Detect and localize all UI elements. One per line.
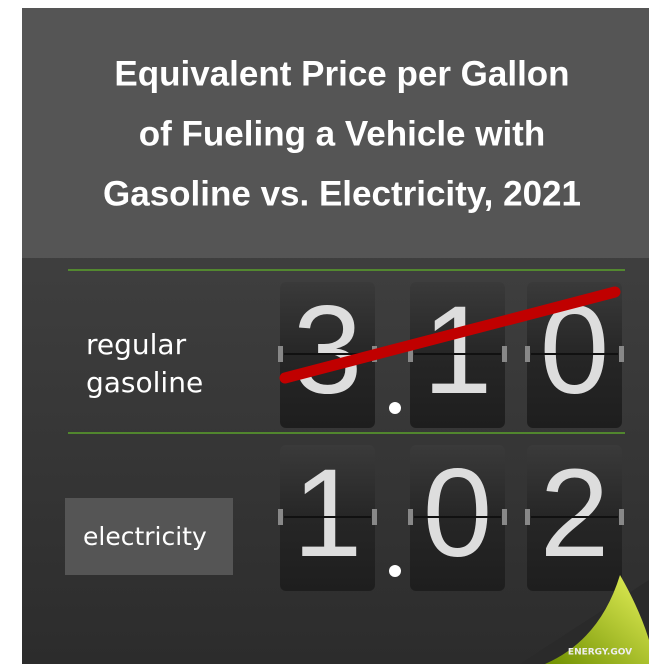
digit: 1 <box>423 281 493 420</box>
hinge <box>619 346 624 362</box>
brand: ENERGY.GOV <box>568 648 632 658</box>
row-label: regular <box>86 328 187 361</box>
digit: 1 <box>293 444 363 583</box>
hinge <box>619 509 624 525</box>
hinge <box>525 509 530 525</box>
hinge <box>502 509 507 525</box>
hinge <box>502 346 507 362</box>
hinge <box>525 346 530 362</box>
strike-through <box>279 286 621 384</box>
hinge <box>278 509 283 525</box>
hinge <box>278 346 283 362</box>
hinge <box>408 346 413 362</box>
digit: 3 <box>293 281 363 420</box>
hinge <box>408 509 413 525</box>
decimal-point <box>389 565 401 577</box>
title-band <box>22 8 649 258</box>
label-box <box>65 498 233 575</box>
title-line: of Fueling a Vehicle with <box>139 114 545 153</box>
decimal-point <box>389 402 401 414</box>
digit: 2 <box>540 444 610 583</box>
row-label: electricity <box>83 522 207 551</box>
content: Equivalent Price per Gallon of Fueling a … <box>65 54 625 591</box>
row-label: gasoline <box>86 366 203 399</box>
title-line: Equivalent Price per Gallon <box>114 54 569 93</box>
page-curl <box>545 575 649 664</box>
hinge <box>372 509 377 525</box>
title-line: Gasoline vs. Electricity, 2021 <box>103 174 581 213</box>
digit: 0 <box>423 444 493 583</box>
